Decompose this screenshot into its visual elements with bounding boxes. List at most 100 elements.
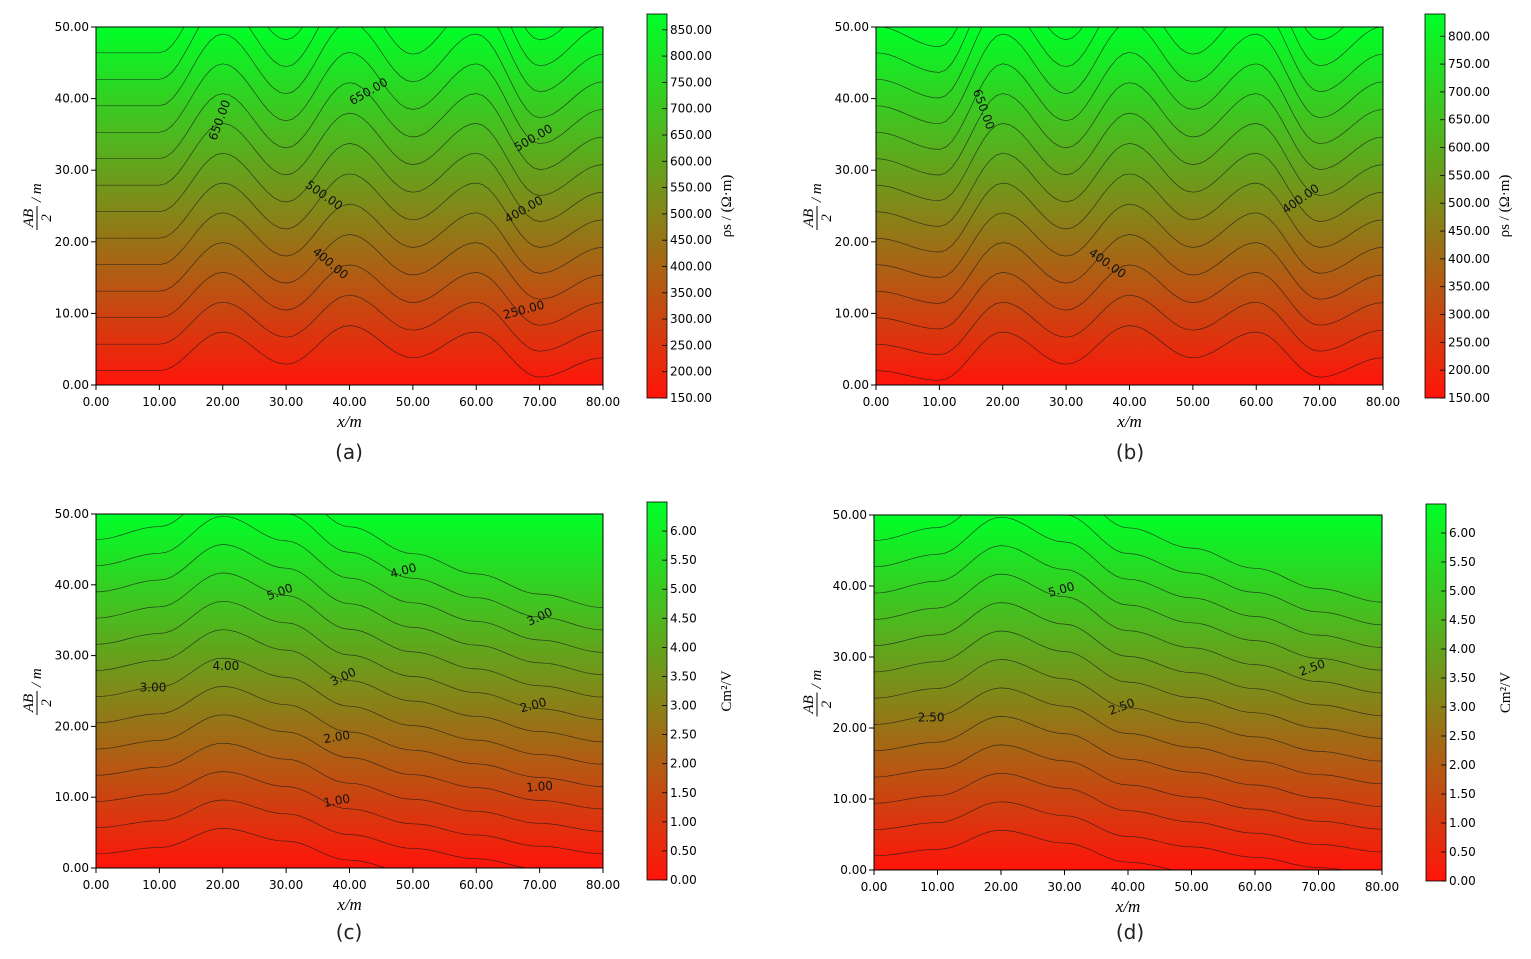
y-tick-label: 20.00 — [55, 235, 89, 249]
y-tick-label: 40.00 — [55, 578, 89, 592]
y-tick-label: 20.00 — [55, 719, 89, 733]
contour-line — [96, 572, 603, 698]
x-tick-label: 10.00 — [922, 395, 956, 409]
colorbar-tick-label: 2.00 — [670, 757, 697, 771]
contour-lines-a — [96, 27, 603, 378]
colorbar-tick-label: 1.50 — [670, 786, 697, 800]
y-tick-label: 30.00 — [55, 649, 89, 663]
colorbar-tick-label: 800.00 — [670, 49, 712, 63]
y-axis-label-numerator: AB — [21, 694, 37, 713]
contour-line — [324, 514, 603, 608]
colorbar-tick-label: 600.00 — [1448, 141, 1490, 155]
colorbar-a — [646, 13, 668, 399]
contour-lines-d — [874, 515, 1382, 870]
y-axis-label-denominator: 2 — [819, 214, 835, 222]
x-tick-label: 80.00 — [1366, 395, 1400, 409]
contour-line — [96, 515, 603, 653]
colorbar-tick-label: 4.50 — [670, 611, 697, 625]
y-tick-label: 10.00 — [833, 792, 867, 806]
x-tick-label: 60.00 — [459, 395, 493, 409]
x-tick-label: 10.00 — [142, 878, 176, 892]
y-tick-label: 50.00 — [833, 508, 867, 522]
y-tick-label: 0.00 — [842, 378, 869, 392]
x-axis-label: x/m — [336, 412, 362, 431]
plot-area-d — [874, 515, 1382, 870]
contour-line — [96, 771, 603, 855]
x-tick-label: 40.00 — [1111, 880, 1145, 894]
y-tick-label: 30.00 — [835, 163, 869, 177]
contour-line — [96, 173, 603, 248]
contour-lines-b — [876, 27, 1383, 381]
colorbar-tick-label: 2.00 — [1449, 758, 1476, 772]
colorbar-label: ρs / (Ω·m) — [1497, 175, 1513, 238]
colorbar-tick-label: 200.00 — [670, 365, 712, 379]
contour-line — [874, 630, 1382, 739]
contour-line — [874, 545, 1382, 671]
colorbar-tick-label: 700.00 — [670, 102, 712, 116]
contour-line — [874, 801, 1346, 870]
contour-line — [96, 657, 603, 765]
colorbar-tick-label: 150.00 — [1448, 391, 1490, 405]
colorbar-tick-label: 650.00 — [1448, 113, 1490, 127]
colorbar-tick-label: 650.00 — [670, 128, 712, 142]
colorbar-c — [646, 501, 668, 881]
contour-label: 2.00 — [322, 728, 351, 746]
contour-line — [96, 203, 603, 274]
chart-c-svg: 0.00 10.00 20.00 30.00 40.00 50.00 60.00 70.00 8… — [21, 501, 735, 914]
contour-line — [96, 686, 603, 787]
contour-line — [96, 294, 603, 352]
contour-line — [96, 82, 603, 170]
contour-line — [874, 573, 1382, 694]
contour-line — [876, 234, 1383, 304]
colorbar-tick-label: 150.00 — [670, 391, 712, 405]
y-tick-label: 10.00 — [835, 306, 869, 320]
contour-line — [96, 27, 603, 93]
x-tick-label: 40.00 — [1112, 395, 1146, 409]
chart-b-svg: 0.00 10.00 20.00 30.00 40.00 50.00 60.00 70.00 8… — [801, 13, 1513, 431]
contour-line — [96, 325, 603, 378]
y-axis-label-denominator: 2 — [819, 700, 835, 708]
contour-line — [874, 772, 1382, 853]
contour-line — [876, 112, 1383, 202]
colorbar-tick-label: 1.00 — [1449, 816, 1476, 830]
colorbar-tick-label: 450.00 — [1448, 224, 1490, 238]
x-tick-label: 50.00 — [396, 878, 430, 892]
x-tick-label: 0.00 — [863, 395, 890, 409]
contour-line — [96, 799, 529, 868]
caption-d: (d) — [1115, 920, 1145, 944]
x-tick-label: 0.00 — [83, 395, 110, 409]
x-tick-label: 70.00 — [1302, 395, 1336, 409]
colorbar-tick-label: 300.00 — [1448, 308, 1490, 322]
colorbar-tick-label: 550.00 — [1448, 168, 1490, 182]
colorbar-tick-label: 550.00 — [670, 181, 712, 195]
x-tick-label: 40.00 — [332, 395, 366, 409]
colorbar-tick-label: 2.50 — [1449, 729, 1476, 743]
x-tick-label: 60.00 — [1238, 880, 1272, 894]
x-tick-label: 50.00 — [1176, 395, 1210, 409]
y-axis-label-unit: / m — [29, 183, 45, 203]
x-tick-label: 70.00 — [522, 878, 556, 892]
contour-label: 4.00 — [389, 560, 418, 580]
contour-line — [96, 828, 387, 868]
colorbar-tick-label: 3.00 — [1449, 700, 1476, 714]
colorbar-tick-label: 400.00 — [1448, 252, 1490, 266]
y-axis-label: AB 2 / m — [801, 670, 835, 717]
y-axis-label: AB 2 / m — [801, 183, 835, 230]
caption-b: (b) — [1115, 440, 1145, 464]
colorbar-tick-label: 3.00 — [670, 699, 697, 713]
contour-line — [96, 234, 603, 300]
colorbar-tick-label: 300.00 — [670, 312, 712, 326]
y-tick-label: 50.00 — [55, 20, 89, 34]
y-axis-label: AB 2 / m — [21, 668, 55, 715]
y-tick-label: 20.00 — [835, 235, 869, 249]
colorbar-tick-label: 700.00 — [1448, 85, 1490, 99]
caption-a: (a) — [335, 440, 363, 464]
contour-label: 1.00 — [526, 778, 554, 794]
colorbar-tick-label: 5.50 — [1449, 555, 1476, 569]
contour-line — [96, 629, 603, 743]
contour-line — [96, 143, 603, 222]
contour-line — [876, 143, 1383, 227]
colorbar-tick-label: 0.50 — [1449, 845, 1476, 859]
y-tick-label: 10.00 — [55, 306, 89, 320]
colorbar-label: Cm²/V — [719, 670, 735, 711]
